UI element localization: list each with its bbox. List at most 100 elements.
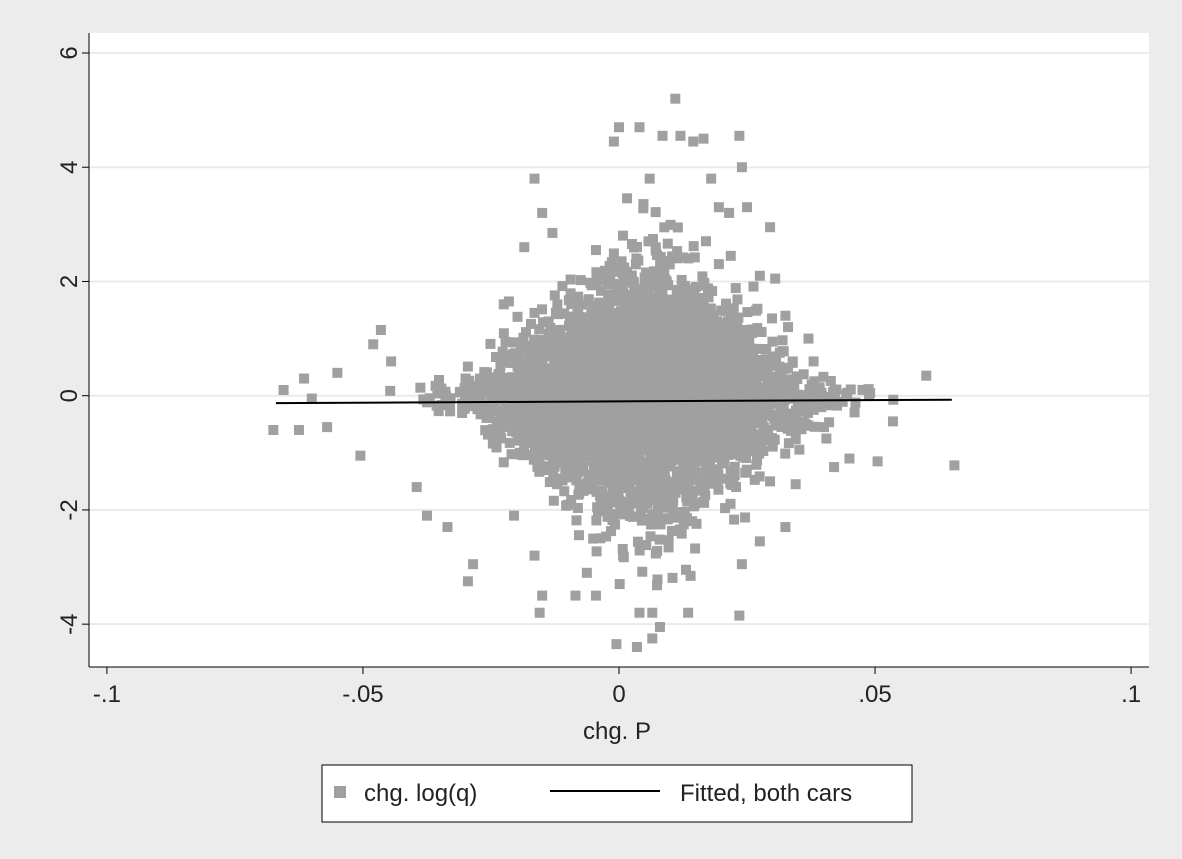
- scatter-point: [583, 361, 594, 372]
- scatter-point: [520, 423, 531, 434]
- scatter-point: [564, 320, 575, 331]
- scatter-point: [717, 456, 728, 467]
- scatter-point: [726, 336, 737, 347]
- scatter-point: [824, 417, 835, 428]
- scatter-point: [582, 416, 593, 427]
- scatter-point: [763, 427, 774, 438]
- scatter-point: [754, 270, 765, 281]
- scatter-point: [618, 479, 629, 490]
- scatter-point: [607, 391, 618, 402]
- scatter-point: [696, 425, 707, 436]
- scatter-point: [603, 289, 614, 300]
- scatter-point: [641, 540, 652, 551]
- scatter-point: [565, 346, 576, 357]
- scatter-point: [633, 436, 644, 447]
- scatter-point: [789, 384, 800, 395]
- scatter-point: [652, 434, 663, 445]
- scatter-point: [659, 488, 670, 499]
- scatter-point: [537, 207, 548, 218]
- scatter-point: [537, 590, 548, 601]
- scatter-point: [686, 351, 697, 362]
- scatter-point: [759, 435, 770, 446]
- scatter-point: [635, 494, 646, 505]
- y-tick-label: 0: [56, 389, 83, 402]
- scatter-point: [688, 136, 699, 147]
- scatter-point: [593, 444, 604, 455]
- scatter-point: [483, 375, 494, 386]
- scatter-point: [615, 503, 626, 514]
- scatter-point: [806, 398, 817, 409]
- scatter-point: [306, 393, 317, 404]
- scatter-point: [501, 410, 512, 421]
- scatter-point: [750, 418, 761, 429]
- scatter-point: [641, 411, 652, 422]
- scatter-point: [560, 373, 571, 384]
- scatter-point: [717, 426, 728, 437]
- scatter-point: [442, 398, 453, 409]
- scatter-point: [475, 409, 486, 420]
- scatter-point: [293, 424, 304, 435]
- scatter-point: [704, 399, 715, 410]
- scatter-point: [582, 379, 593, 390]
- scatter-point: [570, 590, 581, 601]
- scatter-point: [418, 394, 429, 405]
- scatter-point: [809, 376, 820, 387]
- scatter-point: [527, 373, 538, 384]
- legend-marker-scatter: [334, 786, 346, 798]
- scatter-point: [566, 299, 577, 310]
- scatter-point: [829, 462, 840, 473]
- scatter-point: [657, 130, 668, 141]
- scatter-point: [660, 460, 671, 471]
- scatter-point: [617, 543, 628, 554]
- scatter-point: [725, 310, 736, 321]
- scatter-point: [608, 509, 619, 520]
- scatter-point: [921, 370, 932, 381]
- scatter-point: [564, 411, 575, 422]
- scatter-point: [638, 199, 649, 210]
- scatter-point: [690, 379, 701, 390]
- scatter-point: [734, 335, 745, 346]
- scatter-point: [742, 202, 753, 213]
- scatter-point: [632, 301, 643, 312]
- scatter-point: [689, 431, 700, 442]
- scatter-point: [690, 498, 701, 509]
- scatter-point: [663, 280, 674, 291]
- scatter-point: [633, 255, 644, 266]
- scatter-point: [589, 469, 600, 480]
- scatter-point: [668, 330, 679, 341]
- scatter-point: [675, 130, 686, 141]
- scatter-point: [534, 324, 545, 335]
- scatter-point: [589, 459, 600, 470]
- scatter-point: [655, 478, 666, 489]
- scatter-point: [590, 590, 601, 601]
- scatter-point: [494, 431, 505, 442]
- scatter-point: [611, 370, 622, 381]
- scatter-point: [652, 574, 663, 585]
- scatter-point: [614, 353, 625, 364]
- scatter-point: [458, 400, 469, 411]
- scatter-point: [663, 535, 674, 546]
- scatter-point: [641, 471, 652, 482]
- scatter-point: [738, 358, 749, 369]
- scatter-point: [692, 485, 703, 496]
- scatter-point: [497, 346, 508, 357]
- scatter-point: [653, 304, 664, 315]
- scatter-point: [517, 411, 528, 422]
- x-tick-label: -.05: [342, 681, 383, 708]
- scatter-point: [605, 326, 616, 337]
- scatter-point: [628, 371, 639, 382]
- scatter-point: [610, 487, 621, 498]
- scatter-point: [570, 357, 581, 368]
- scatter-point: [741, 391, 752, 402]
- scatter-point: [728, 303, 739, 314]
- scatter-point: [499, 380, 510, 391]
- scatter-point: [796, 399, 807, 410]
- scatter-point: [634, 384, 645, 395]
- scatter-point: [698, 363, 709, 374]
- scatter-point: [691, 359, 702, 370]
- scatter-point: [752, 303, 763, 314]
- scatter-point: [440, 389, 451, 400]
- scatter-point: [644, 173, 655, 184]
- scatter-point: [742, 307, 753, 318]
- scatter-point: [445, 393, 456, 404]
